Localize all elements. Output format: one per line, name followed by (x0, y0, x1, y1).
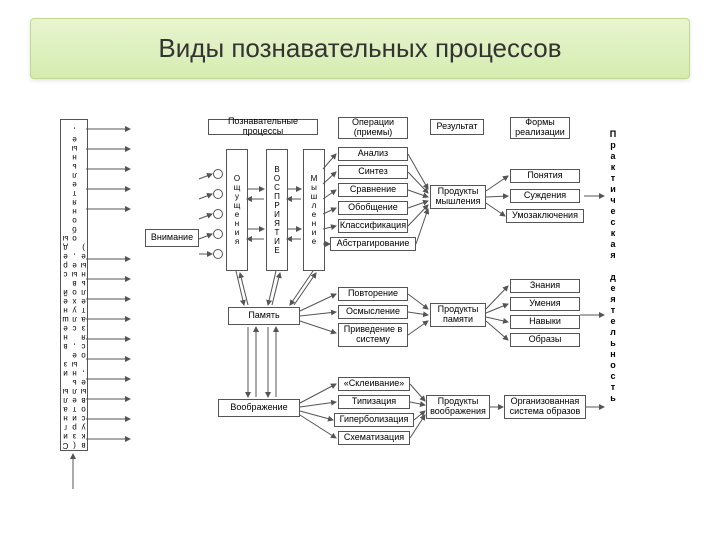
col-thinking-label: Мышление (310, 174, 319, 246)
form-memory-0: Знания (510, 279, 580, 293)
form-memory-2: Навыки (510, 315, 580, 329)
sensation-circle (213, 169, 223, 179)
page-title: Виды познавательных процессов (30, 18, 690, 79)
form-memory-1: Умения (510, 297, 580, 311)
product-memory: Продукты памяти (430, 303, 486, 327)
form-thinking-2: Умозаключения (506, 209, 584, 223)
col-perception-label: ВОСПРИЯТИЕ (273, 165, 282, 255)
op-imag-0: «Склеивание» (338, 377, 410, 391)
op-thinking-2: Сравнение (338, 183, 408, 197)
op-imag-3: Схематизация (338, 431, 410, 445)
op-memory-2: Приведение в систему (338, 323, 408, 347)
signals-label: Сигналы из внешней среды (зрительные, сл… (61, 120, 88, 450)
diagram-canvas: Сигналы из внешней среды (зрительные, сл… (0, 89, 720, 529)
op-thinking-3: Обобщение (338, 201, 408, 215)
op-imag-1: Типизация (338, 395, 410, 409)
product-thinking: Продукты мышления (430, 185, 486, 209)
col-perception: ВОСПРИЯТИЕ (266, 149, 288, 271)
form-thinking-1: Суждения (510, 189, 580, 203)
header-processes: Познавательные процессы (208, 119, 318, 135)
col-thinking: Мышление (303, 149, 325, 271)
memory-box: Память (228, 307, 300, 325)
form-memory-3: Образы (510, 333, 580, 347)
op-thinking-1: Синтез (338, 165, 408, 179)
attention-box: Внимание (145, 229, 199, 247)
col-sensations-label: Ощущения (233, 174, 242, 246)
product-imagination: Продукты воображения (426, 395, 490, 419)
col-sensations: Ощущения (226, 149, 248, 271)
imagination-box: Воображение (218, 399, 300, 417)
header-forms: Формы реализации (510, 117, 570, 139)
op-imag-2: Гиперболизация (334, 413, 414, 427)
form-imag: Организованная система образов (504, 395, 586, 419)
sensation-circle (213, 209, 223, 219)
sensation-circle (213, 229, 223, 239)
right-vertical-label: Практическая деятельность (608, 129, 618, 469)
op-thinking-0: Анализ (338, 147, 408, 161)
form-thinking-0: Понятия (510, 169, 580, 183)
signals-box: Сигналы из внешней среды (зрительные, сл… (60, 119, 88, 451)
op-memory-1: Осмысление (338, 305, 408, 319)
sensation-circle (213, 249, 223, 259)
op-thinking-4: Классификация (338, 219, 408, 233)
header-result: Результат (430, 119, 484, 135)
op-thinking-5: Абстрагирование (330, 237, 416, 251)
op-memory-0: Повторение (338, 287, 408, 301)
header-operations: Операции (приемы) (338, 117, 408, 139)
sensation-circle (213, 189, 223, 199)
